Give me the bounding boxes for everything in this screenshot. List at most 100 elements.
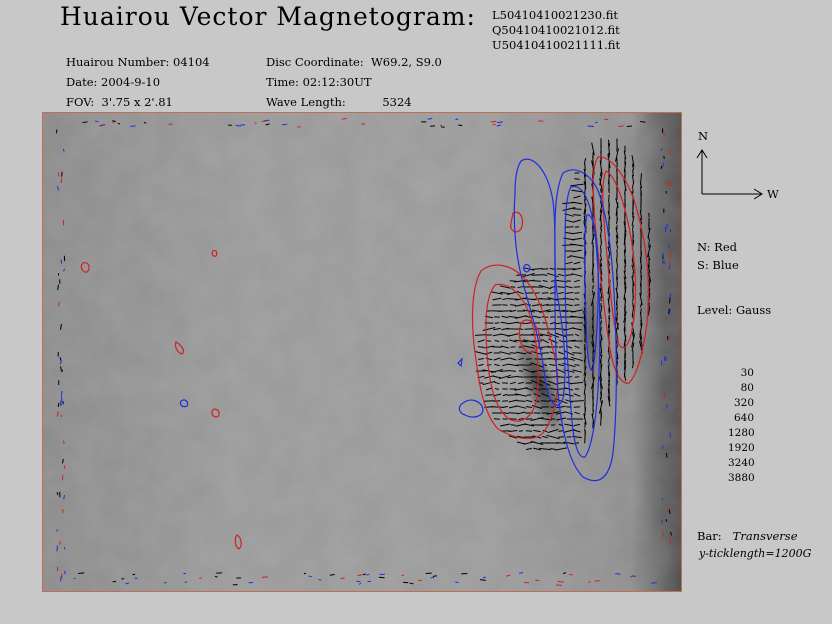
edge-mark [432,575,438,577]
transverse-vector [563,441,575,445]
edge-mark [455,118,459,121]
transverse-vector [564,226,574,228]
transverse-vector [616,218,618,224]
time-value: 02:12:30UT [302,75,372,89]
transverse-vector [570,356,584,362]
transverse-vector [615,235,619,243]
edge-mark [556,584,562,586]
transverse-vector [647,253,651,261]
transverse-vector [541,338,549,344]
transverse-vector [542,435,548,439]
transverse-vector [508,435,518,439]
transverse-vector [524,423,534,427]
edge-vector-marks [55,117,672,586]
transverse-vector [573,261,581,265]
transverse-vector [631,322,635,336]
transverse-vector [498,374,512,380]
transverse-vector [600,224,602,230]
transverse-vector [564,393,574,397]
transverse-vector [557,376,565,378]
transverse-vector [518,291,524,295]
transverse-vector [502,400,508,402]
transverse-vector [571,231,583,235]
transverse-vector [599,259,603,267]
edge-mark [63,268,65,272]
edge-mark [308,575,313,578]
transverse-vector [558,339,564,343]
file-name: Q50410410021012.fit [492,23,620,37]
edge-mark [661,260,664,264]
transverse-vector [540,346,550,348]
edge-mark [587,125,594,128]
transverse-vector [631,334,635,348]
fov-value: 3'.75 x 2'.81 [101,95,173,109]
transverse-vector [533,447,541,451]
transverse-vector [524,387,534,391]
south-contour [179,399,189,408]
transverse-vector [623,250,627,264]
transverse-vector [574,297,580,301]
edge-mark [63,495,66,500]
transverse-vector [600,200,602,206]
edge-mark [557,580,564,583]
transverse-vector [599,253,603,261]
transverse-vector [482,380,496,386]
transverse-vector [572,208,582,210]
transverse-vector [565,261,573,265]
transverse-vector [510,370,516,372]
transverse-vector [607,298,611,312]
transverse-vector [515,315,527,319]
transverse-vector [558,291,564,295]
transverse-vector [632,212,634,218]
transverse-vector [574,364,580,366]
transverse-vector [608,188,610,194]
transverse-vector [598,400,604,414]
edge-mark [60,366,62,372]
transverse-vector [571,327,583,331]
transverse-vector [623,373,627,381]
transverse-vector [533,387,541,391]
edge-mark [660,148,663,152]
transverse-vector [501,363,509,367]
transverse-vector [556,405,566,409]
transverse-vector [599,204,603,214]
edge-mark [661,444,664,449]
edge-mark [402,581,409,584]
transverse-vector [616,283,618,291]
transverse-vector [518,370,524,372]
edge-mark [669,538,671,544]
transverse-vector [549,388,557,390]
transverse-vector [640,265,642,273]
transverse-vector [608,314,610,320]
transverse-vector [508,430,518,432]
edge-mark [663,392,666,398]
disc-coordinate: W69.2, S9.0 [370,55,442,69]
transverse-vector [623,276,627,286]
transverse-vector [607,355,611,363]
edge-mark [505,574,511,577]
transverse-vector [558,430,564,432]
ticklength-legend: y-ticklength=1200G [699,547,812,560]
transverse-vector [509,418,517,420]
transverse-vector [599,288,603,298]
transverse-vector [583,372,587,382]
edge-mark [60,576,62,582]
transverse-vector [494,322,500,324]
transverse-vector [498,310,512,312]
transverse-vector [507,333,519,337]
transverse-vector [639,330,643,340]
transverse-vector [550,280,556,282]
transverse-vector [525,430,533,432]
transverse-vector [607,246,611,256]
transverse-vector [515,351,527,355]
transverse-vector [541,303,549,307]
transverse-vector [494,363,500,367]
transverse-vector [607,317,611,329]
edge-mark [668,265,671,270]
transverse-vector [607,260,611,266]
transverse-vector [549,370,557,372]
meta-label: Time: [266,75,299,89]
transverse-vector [584,392,586,398]
transverse-vector [514,339,528,343]
transverse-vector [639,302,643,308]
